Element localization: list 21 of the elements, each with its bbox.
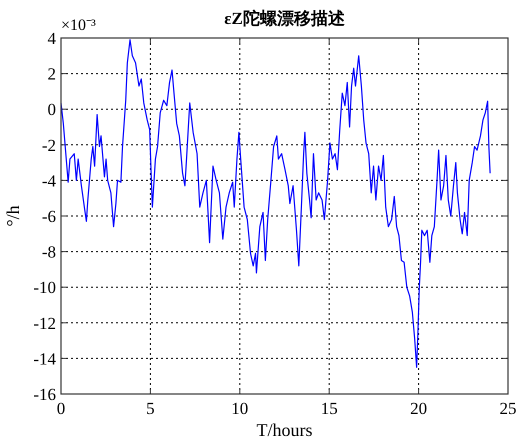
x-tick-label: 25 xyxy=(500,399,516,418)
line-series xyxy=(60,39,491,368)
y-tick-label: -2 xyxy=(42,136,56,155)
x-tick-label: 15 xyxy=(320,399,338,418)
y-tick-label: -4 xyxy=(42,171,56,190)
y-tick-label: -16 xyxy=(33,385,56,404)
x-tick-label: 20 xyxy=(410,399,428,418)
y-tick-label: 0 xyxy=(48,100,56,120)
y-tick-label: -14 xyxy=(33,349,56,368)
y-tick-label: 4 xyxy=(48,29,56,48)
y-tick-label: -12 xyxy=(33,314,56,333)
y-tick-label: -8 xyxy=(42,242,56,262)
x-tick-label: 10 xyxy=(231,399,248,418)
y-tick-label: -6 xyxy=(42,207,56,226)
y-tick-label: 2 xyxy=(48,64,56,84)
y-tick-label: -10 xyxy=(33,278,56,298)
chart-title: εZ陀螺漂移描述 xyxy=(224,9,346,28)
y-axis-title: °/h xyxy=(3,205,23,227)
x-tick-label: 5 xyxy=(146,399,155,418)
text: ×10⁻³ xyxy=(61,17,96,34)
x-axis-title: T/hours xyxy=(256,420,312,440)
